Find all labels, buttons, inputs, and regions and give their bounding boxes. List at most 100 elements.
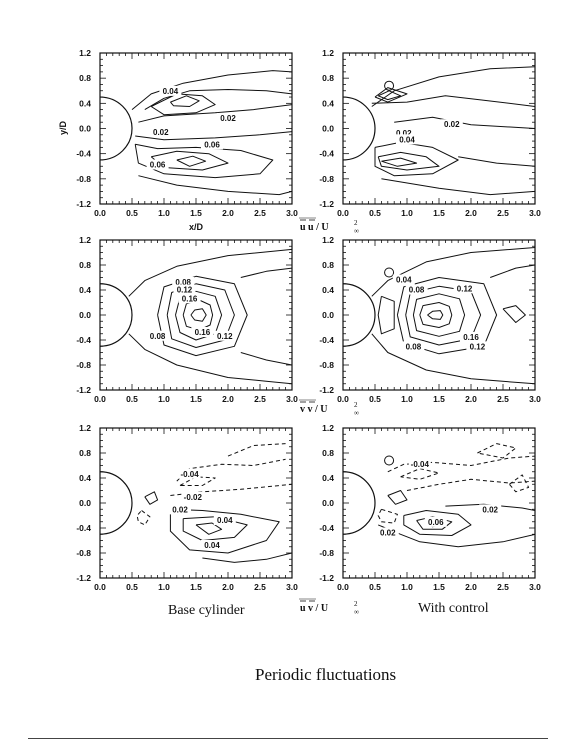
- panel-vv-left-xtick-label: 0.5: [126, 394, 138, 404]
- panel-uu-left-contour-label: 0.06: [150, 161, 166, 170]
- quantity-label-uu: u u / U ∞2: [299, 217, 359, 235]
- panel-uv-right-contour-label: -0.04: [411, 460, 430, 469]
- panel-vv-right-contour-label-bg: [466, 341, 489, 352]
- panel-vv-right-ytick-label: 0.4: [322, 285, 334, 295]
- panel-uu-right-contour-label: 0.04: [399, 135, 415, 144]
- panel-vv-right-contour-label: 0.12: [470, 342, 486, 351]
- panel-uu-left-contour-line: [170, 95, 200, 107]
- panel-uu-left-xtick-label: 0.5: [126, 208, 138, 218]
- panel-vv-right-contour-label: 0.16: [463, 333, 479, 342]
- panel-uv-right-contour-label-bg: [376, 527, 399, 538]
- panel-uv-right-contour-label: 0.06: [428, 518, 444, 527]
- panel-uv-left-contour-line: [144, 491, 159, 505]
- panel-uv-right-xtick-label: 2.0: [465, 582, 477, 592]
- panel-uv-left-frame: [99, 427, 293, 579]
- panel-uv-right-contour-line: [387, 455, 535, 473]
- panel-vv-right-xtick-label: 2.5: [497, 394, 509, 404]
- panel-vv-right-contour-label-bg: [405, 284, 428, 295]
- panel-uv-right-xtick-label: 2.5: [497, 582, 509, 592]
- panel-vv-left-xtick-label: 1.5: [190, 394, 202, 404]
- panel-uu-left-xtick-label: 2.0: [222, 208, 234, 218]
- panel-vv-right-contour-label: 0.12: [457, 284, 473, 293]
- quantity-label-vv-sub: ∞: [354, 409, 359, 417]
- panel-uu-right-ytick-label: 0.8: [322, 73, 334, 83]
- panel-vv-right-ytick-label: 0.8: [322, 260, 334, 270]
- caption-with-control: With control: [418, 601, 489, 616]
- panel-uu-right-contour-line: [381, 178, 535, 196]
- panel-uu-right-contour-line: [394, 116, 535, 129]
- panel-uu-left-contour-label: 0.02: [220, 114, 236, 123]
- quantity-label-vv-sup: 2: [354, 401, 358, 409]
- panel-uu-left-contour-label-bg: [217, 112, 239, 123]
- panel-uv-right-contour-line: [378, 524, 535, 548]
- panel-uu-right-control-rod: [384, 80, 395, 91]
- panel-uu-right-xtick-label: 1.5: [433, 208, 445, 218]
- quantity-label-vv-text: v v / U: [300, 404, 328, 415]
- panel-uu-left-xtick-label: 3.0: [286, 208, 298, 218]
- panel-uv-right-ytick-label: 0.4: [322, 473, 334, 483]
- panel-uv-right-contour-label-bg: [408, 458, 431, 469]
- panel-uu-left-ytick-label: 1.2: [79, 48, 91, 58]
- panel-vv-right-ytick-label: 1.2: [322, 235, 334, 245]
- panel-uu-left-xtick-label: 1.5: [190, 208, 202, 218]
- panel-uv-left-contour-line: [195, 522, 223, 535]
- panel-uv-right-contour-line: [509, 474, 530, 493]
- panel-uu-right-xtick-label: 3.0: [529, 208, 541, 218]
- panel-uu-right-contour-line: [377, 151, 440, 171]
- panel-vv-right-xtick-label: 1.0: [401, 394, 413, 404]
- panel-uu-left-contour-label: 0.06: [204, 140, 220, 149]
- panel-vv-left-contour-label-bg: [173, 284, 196, 295]
- panel-vv-right-ytick-label: 0.0: [322, 310, 334, 320]
- panel-uv-left-contour-label-bg: [178, 468, 201, 479]
- panel-vv-right-control-rod: [384, 267, 395, 278]
- panel-uv-left: 0.0 0.5 1.0 1.5 2.0 2.5 3.0 1.2 0.8 0.4 0.0 -0.4 -0.…: [76, 423, 298, 592]
- quantity-label-uv-text: u v / U: [300, 603, 328, 614]
- panel-vv-left-contour-label-bg: [213, 330, 236, 341]
- panel-uv-right: 0.0 0.5 1.0 1.5 2.0 2.5 3.0 1.2 0.8 0.4 0.0 -0.4 -0.…: [319, 423, 541, 592]
- panel-uu-left-xtick-label: 1.0: [158, 208, 170, 218]
- panel-uv-right-contour-line: [377, 508, 398, 524]
- panel-uv-left-cylinder: [100, 471, 133, 535]
- panel-vv-right-contour-label: 0.04: [396, 276, 412, 285]
- panel-uv-right-contour-line: [445, 503, 535, 511]
- panel-uu-right-contours: [343, 66, 535, 196]
- panel-uu-left-contour-label-bg: [149, 126, 172, 137]
- panel-uu-left-xtick-label: 2.5: [254, 208, 266, 218]
- quantity-label-uu-text: u u / U: [300, 222, 329, 233]
- panel-uv-right-contours: [343, 443, 535, 548]
- panel-uv-left-ytick-label: -0.4: [76, 523, 91, 533]
- panel-uu-left-xtick-label: 0.0: [94, 208, 106, 218]
- panel-uv-left-contour-label: -0.04: [180, 470, 199, 479]
- panel-uv-right-ytick-label: 0.8: [322, 448, 334, 458]
- panel-vv-left-ytick-label: 0.0: [79, 310, 91, 320]
- panel-vv-left-ytick-label: 1.2: [79, 235, 91, 245]
- panel-uu-right-xtick-label: 2.5: [497, 208, 509, 218]
- panel-uv-left-contour-line: [136, 510, 151, 526]
- panel-uu-left-contour-label-bg: [146, 159, 169, 170]
- panel-vv-right-contour-label: 0.08: [409, 286, 425, 295]
- panel-uu-left-ytick-label: 0.4: [79, 98, 91, 108]
- panel-uu-right-contour-line: [377, 90, 402, 101]
- panel-uv-left-contour-label: 0.04: [217, 516, 233, 525]
- panel-vv-left-ytick-label: -1.2: [76, 385, 91, 395]
- panel-vv-right-xtick-label: 2.0: [465, 394, 477, 404]
- panel-uv-left-ytick-label: 0.0: [79, 498, 91, 508]
- panel-vv-left-contour-label-bg: [172, 277, 195, 287]
- panel-uv-right-contour-label-bg: [424, 516, 447, 527]
- panel-uu-left-contour-line: [135, 131, 292, 141]
- panel-uv-left-xtick-label: 1.0: [158, 582, 170, 592]
- panel-vv-right-contour-label-bg: [402, 341, 425, 352]
- panel-vv-left-contour-label: 0.16: [182, 294, 198, 303]
- panel-vv-left-ytick-label: 0.8: [79, 260, 91, 270]
- panel-vv-left-contour-line: [182, 299, 214, 331]
- panel-vv-right-ytick-label: -1.2: [319, 385, 334, 395]
- panel-vv-right-xtick-label: 0.0: [337, 394, 349, 404]
- panel-vv-left: 0.0 0.5 1.0 1.5 2.0 2.5 3.0 1.2 0.8 0.4 0.0 -0.4 -0.…: [76, 235, 298, 404]
- panel-uu-left-frame: [99, 52, 293, 205]
- panel-uu-left-ytick-label: 0.8: [79, 73, 91, 83]
- caption-base-cylinder: Base cylinder: [168, 603, 245, 618]
- panel-uv-left-contour-line: [227, 443, 286, 457]
- panel-uv-right-ytick-label: -1.2: [319, 573, 334, 583]
- panel-vv-left-ytick-label: -0.4: [76, 335, 91, 345]
- panel-uv-left-contour-label-bg: [169, 504, 191, 515]
